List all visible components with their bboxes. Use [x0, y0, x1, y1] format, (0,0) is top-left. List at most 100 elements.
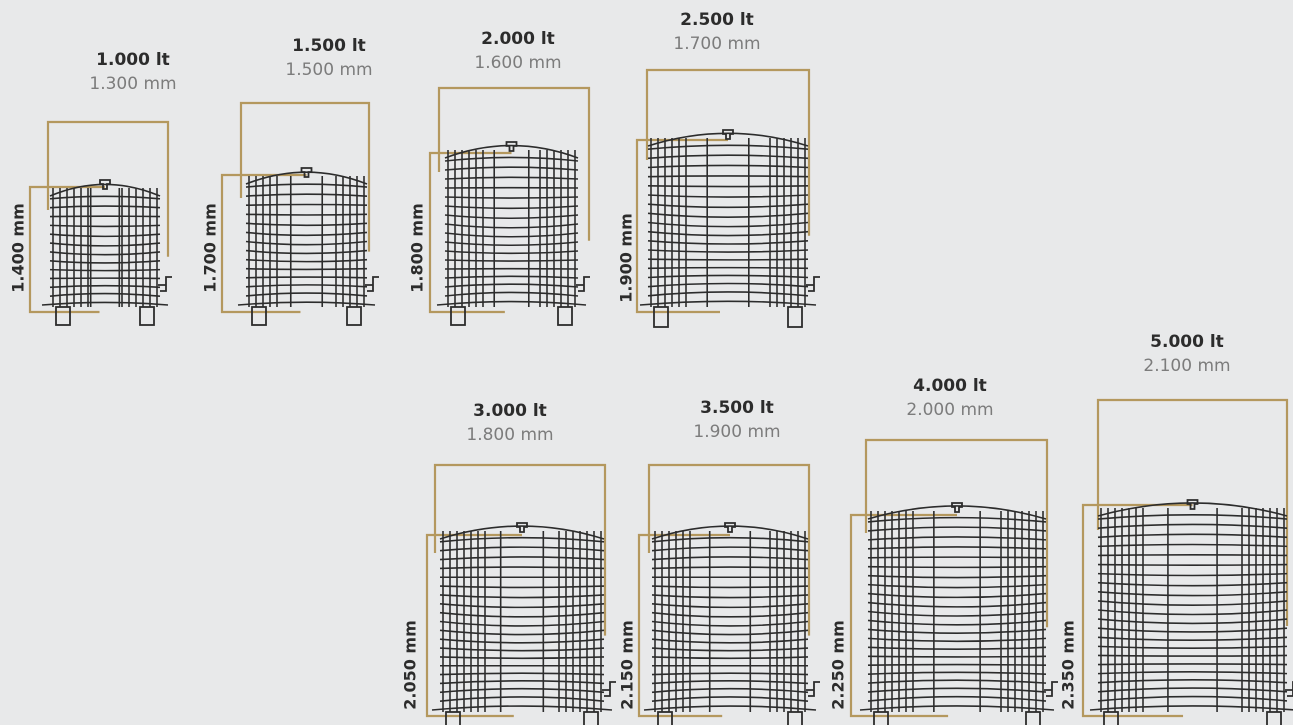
lid-icon: [99, 179, 111, 190]
width-bracket: [437, 86, 591, 241]
tank-3: [428, 86, 591, 326]
tank-volume: 5.000 lt: [1150, 332, 1224, 352]
tank-diameter: 1.900 mm: [693, 422, 781, 442]
width-bracket: [864, 438, 1049, 628]
tank-height: 2.150 mm: [617, 620, 637, 710]
tank-diameter: 1.600 mm: [474, 53, 562, 73]
height-bracket: [1081, 503, 1193, 718]
tank-leg: [450, 306, 466, 326]
tank-rods: [870, 511, 1044, 712]
tank-diameter: 2.100 mm: [1143, 356, 1231, 376]
tank-volume: 2.500 lt: [680, 10, 754, 30]
tank-rods: [52, 188, 158, 307]
tap-icon: [365, 276, 379, 292]
width-bracket: [645, 68, 811, 236]
tank-caption: 3.000 lt 1.800 mm: [466, 399, 553, 447]
tank-bands: [41, 183, 169, 306]
height-bracket: [428, 151, 512, 314]
width-bracket: [239, 101, 371, 252]
tap-icon: [806, 681, 820, 697]
tap-icon: [576, 276, 590, 292]
width-bracket: [433, 463, 607, 636]
tank-leg: [1266, 711, 1282, 725]
tank-caption: 2.500 lt 1.700 mm: [673, 8, 760, 56]
tank-diameter: 2.000 mm: [906, 400, 994, 420]
tank-rods: [442, 531, 602, 712]
tank-caption: 4.000 lt 2.000 mm: [906, 374, 993, 422]
tank-height: 2.050 mm: [400, 620, 420, 710]
tank-8: [1081, 398, 1293, 725]
tank-rods: [1100, 508, 1285, 712]
height-bracket: [635, 138, 728, 314]
tank-volume: 3.000 lt: [473, 401, 547, 421]
tap-icon: [806, 276, 820, 292]
tank-volume: 3.500 lt: [700, 398, 774, 418]
height-bracket: [28, 185, 105, 314]
tank-bands: [431, 525, 613, 711]
tank-1: [28, 120, 172, 326]
lid-icon: [300, 167, 313, 178]
tank-5: [425, 463, 616, 725]
tank-diameter: 1.300 mm: [89, 74, 177, 94]
tank-caption: 3.500 lt 1.900 mm: [693, 396, 780, 444]
tank-caption: 5.000 lt 2.100 mm: [1143, 330, 1230, 378]
tank-leg: [787, 306, 803, 328]
tank-rods: [248, 176, 365, 307]
tank-2: [220, 101, 379, 326]
tap-icon: [158, 276, 172, 292]
height-bracket: [220, 173, 307, 314]
tank-leg: [1103, 711, 1119, 725]
tank-bands: [1089, 502, 1293, 711]
lid-icon: [505, 141, 518, 152]
tank-leg: [346, 306, 362, 326]
width-bracket: [647, 463, 811, 636]
tank-rods: [654, 531, 806, 712]
lid-icon: [951, 502, 963, 513]
lid-icon: [516, 522, 528, 533]
tank-leg: [653, 306, 669, 328]
lid-icon: [1186, 499, 1199, 510]
tank-leg: [657, 711, 673, 725]
tank-6: [637, 463, 820, 725]
tank-leg: [583, 711, 599, 725]
tank-volume: 4.000 lt: [913, 376, 987, 396]
tank-height: 1.900 mm: [616, 213, 636, 303]
tank-7: [849, 438, 1058, 725]
tank-diameter: 1.800 mm: [466, 425, 554, 445]
tank-volume: 2.000 lt: [481, 29, 555, 49]
tank-leg: [557, 306, 573, 326]
tank-height: 2.350 mm: [1058, 620, 1078, 710]
tank-height: 1.700 mm: [200, 203, 220, 293]
tank-leg: [55, 306, 71, 326]
tank-caption: 1.500 lt 1.500 mm: [285, 34, 372, 82]
tank-height: 1.800 mm: [407, 203, 427, 293]
tank-leg: [873, 711, 889, 725]
tank-volume: 1.000 lt: [96, 50, 170, 70]
tank-rods: [447, 150, 576, 307]
tank-caption: 1.000 lt 1.300 mm: [89, 48, 176, 96]
tank-leg: [445, 711, 461, 725]
width-bracket: [46, 120, 170, 257]
tank-height: 2.250 mm: [828, 620, 848, 710]
tank-diameter: 1.700 mm: [673, 34, 761, 54]
height-bracket: [425, 533, 522, 718]
tap-icon: [602, 681, 616, 697]
tank-height: 1.400 mm: [8, 203, 28, 293]
height-bracket: [637, 533, 730, 718]
height-bracket: [849, 513, 957, 718]
tank-leg: [251, 306, 267, 326]
tank-diameter: 1.500 mm: [285, 60, 373, 80]
width-bracket: [1096, 398, 1289, 626]
tank-caption: 2.000 lt 1.600 mm: [474, 27, 561, 75]
tank-bands: [643, 525, 817, 711]
tank-leg: [1025, 711, 1041, 725]
tank-leg: [139, 306, 155, 326]
tank-rods: [650, 138, 806, 307]
tank-bands: [237, 171, 376, 306]
tank-bands: [859, 505, 1055, 711]
tank-4: [635, 68, 820, 328]
lid-icon: [724, 522, 736, 533]
lid-icon: [722, 129, 734, 140]
tank-bands: [639, 132, 817, 306]
